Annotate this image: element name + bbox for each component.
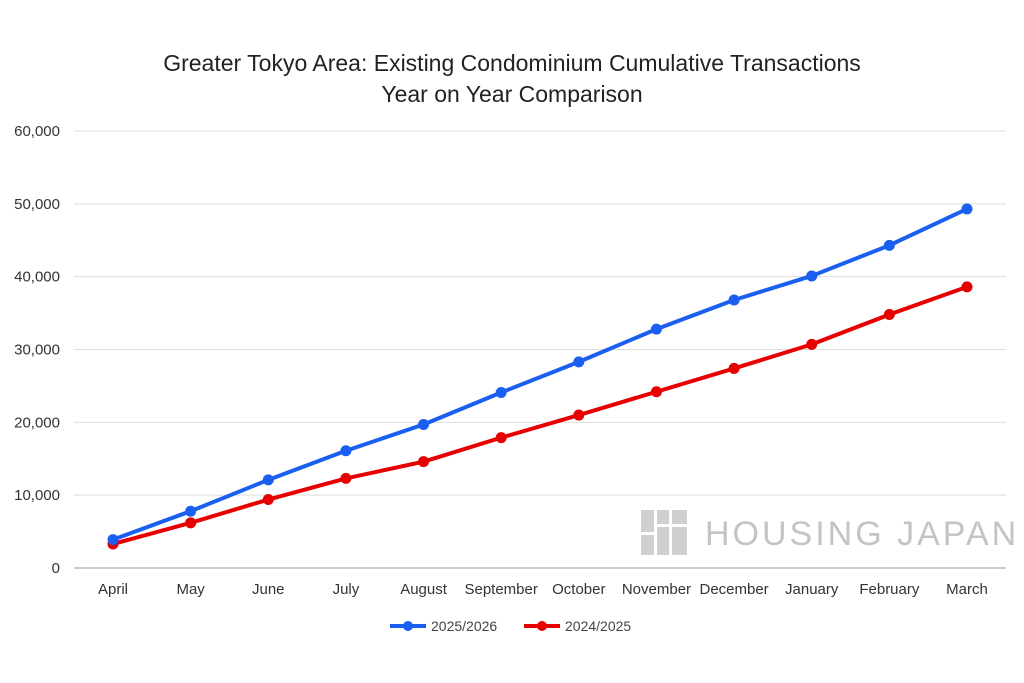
housing-japan-logo-icon <box>641 510 687 555</box>
x-tick-label: June <box>252 581 285 598</box>
series <box>107 203 973 550</box>
chart-subtitle: Year on Year Comparison <box>381 81 642 107</box>
watermark-text: HOUSING JAPAN <box>705 515 1019 553</box>
series-line <box>111 284 969 546</box>
data-point <box>262 474 274 486</box>
watermark: HOUSING JAPAN <box>641 510 1019 555</box>
x-tick-label: August <box>400 581 448 598</box>
series-0 <box>107 203 973 546</box>
data-point <box>185 517 197 529</box>
data-point <box>650 323 662 335</box>
data-point <box>340 472 352 484</box>
x-axis-ticks: April May June July August September October No… <box>98 581 988 598</box>
data-point <box>650 386 662 398</box>
x-tick-label: May <box>176 581 205 598</box>
data-point <box>961 281 973 293</box>
data-point <box>495 432 507 444</box>
y-tick-label: 50,000 <box>14 196 60 213</box>
y-tick-label: 30,000 <box>14 342 60 359</box>
data-point <box>961 203 973 215</box>
x-tick-label: January <box>785 581 839 598</box>
y-tick-label: 0 <box>52 560 60 577</box>
data-point <box>340 445 352 457</box>
data-point <box>262 494 274 506</box>
data-point <box>573 409 585 421</box>
data-point <box>418 419 430 431</box>
data-point <box>728 362 740 374</box>
y-axis-ticks: 0 10,000 20,000 30,000 40,000 50,000 60,000 <box>14 123 60 577</box>
legend-label: 2024/2025 <box>565 618 631 634</box>
legend: 2025/2026 2024/2025 <box>390 618 631 634</box>
legend-label: 2025/2026 <box>431 618 497 634</box>
legend-item: 2025/2026 <box>390 618 497 634</box>
legend-swatch-marker <box>403 621 413 631</box>
data-point <box>806 338 818 350</box>
data-point <box>883 239 895 251</box>
y-tick-label: 60,000 <box>14 123 60 140</box>
data-point <box>806 270 818 282</box>
x-tick-label: September <box>464 581 537 598</box>
x-tick-label: December <box>699 581 768 598</box>
data-point <box>185 505 197 517</box>
series-line <box>111 206 969 542</box>
x-tick-label: March <box>946 581 988 598</box>
x-tick-label: November <box>622 581 691 598</box>
data-point <box>728 294 740 306</box>
data-point <box>573 356 585 368</box>
data-point <box>418 456 430 468</box>
x-tick-label: October <box>552 581 605 598</box>
data-point <box>495 386 507 398</box>
y-tick-label: 20,000 <box>14 414 60 431</box>
x-tick-label: February <box>859 581 920 598</box>
y-tick-label: 10,000 <box>14 487 60 504</box>
legend-item: 2024/2025 <box>524 618 631 634</box>
series-1 <box>107 281 973 550</box>
legend-swatch-marker <box>537 621 547 631</box>
data-point <box>883 309 895 321</box>
data-point <box>107 534 119 546</box>
y-tick-label: 40,000 <box>14 269 60 286</box>
x-tick-label: April <box>98 581 128 598</box>
x-tick-label: July <box>333 581 360 598</box>
chart-title: Greater Tokyo Area: Existing Condominium… <box>163 50 861 76</box>
